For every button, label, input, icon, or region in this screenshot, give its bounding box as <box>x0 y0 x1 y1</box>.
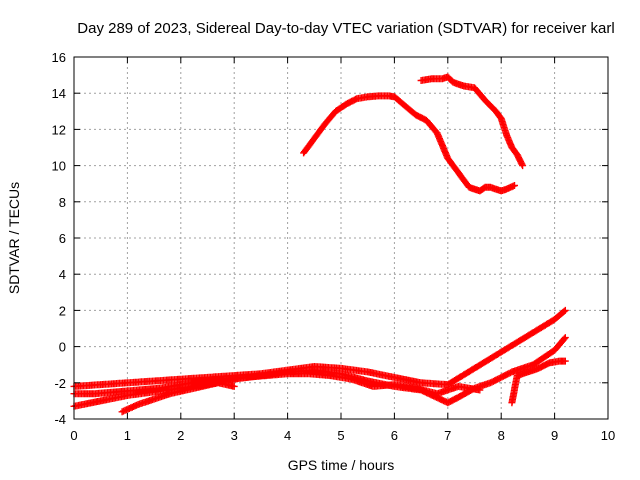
data-points <box>70 73 569 416</box>
x-tick-label: 3 <box>231 428 238 443</box>
y-axis-ticks: -4 -2 0 2 4 6 8 10 12 14 16 <box>52 50 608 427</box>
series-arc-low-d <box>70 370 484 398</box>
x-tick-label: 10 <box>601 428 615 443</box>
series-arc-high-a <box>300 92 518 195</box>
y-tick-label: 0 <box>59 340 66 355</box>
data-point <box>561 306 569 314</box>
data-point <box>561 357 569 365</box>
x-axis-ticks: 0 1 2 3 4 5 6 7 8 9 10 <box>70 57 615 443</box>
series-arc-late <box>508 357 569 407</box>
y-tick-label: 14 <box>52 86 66 101</box>
y-tick-label: -2 <box>54 376 66 391</box>
x-tick-label: 6 <box>391 428 398 443</box>
data-point <box>560 335 568 343</box>
grid <box>74 57 608 419</box>
data-point <box>511 182 518 189</box>
series-arc-high-b <box>417 73 527 170</box>
data-point <box>561 334 569 342</box>
y-tick-label: 10 <box>52 159 66 174</box>
series-arc-low-a <box>70 306 569 390</box>
y-axis-label: SDTVAR / TECUs <box>6 182 22 294</box>
data-point <box>560 307 568 315</box>
data-point <box>519 162 527 170</box>
data-point <box>230 382 238 390</box>
x-tick-label: 0 <box>70 428 77 443</box>
y-tick-label: 4 <box>59 267 66 282</box>
y-tick-label: 2 <box>59 303 66 318</box>
y-tick-label: 12 <box>52 122 66 137</box>
x-axis-label: GPS time / hours <box>288 457 395 473</box>
x-tick-label: 5 <box>337 428 344 443</box>
data-point <box>476 386 484 394</box>
chart-title: Day 289 of 2023, Sidereal Day-to-day VTE… <box>77 20 614 37</box>
x-tick-label: 9 <box>551 428 558 443</box>
y-tick-label: 16 <box>52 50 66 65</box>
x-tick-label: 8 <box>498 428 505 443</box>
x-tick-label: 1 <box>124 428 131 443</box>
x-tick-label: 2 <box>177 428 184 443</box>
y-tick-label: 8 <box>59 195 66 210</box>
x-tick-label: 4 <box>284 428 291 443</box>
y-tick-label: -4 <box>54 412 66 427</box>
y-tick-label: 6 <box>59 231 66 246</box>
x-tick-label: 7 <box>444 428 451 443</box>
